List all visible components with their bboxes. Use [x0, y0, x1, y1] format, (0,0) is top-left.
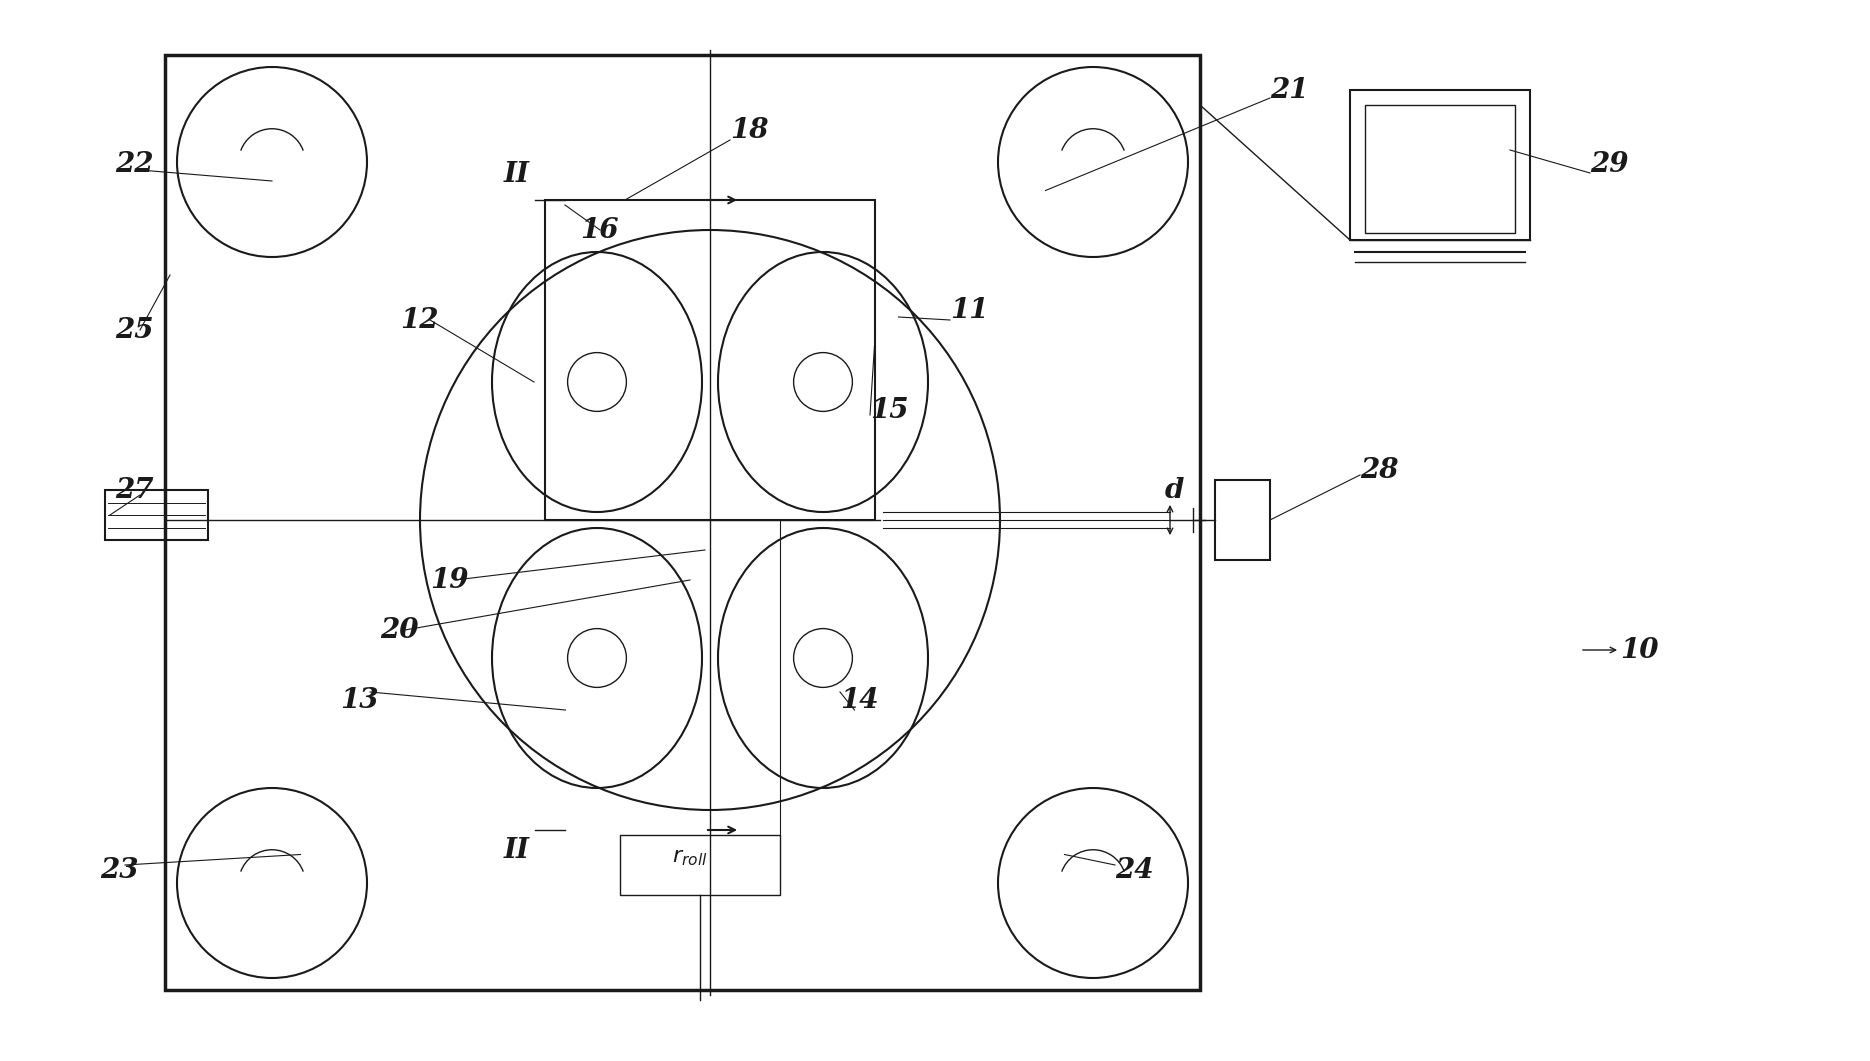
Text: II: II	[505, 161, 529, 189]
Text: 13: 13	[340, 686, 378, 713]
Text: 18: 18	[729, 117, 769, 143]
Text: 14: 14	[840, 686, 879, 713]
Text: 16: 16	[580, 216, 619, 244]
Text: 25: 25	[114, 316, 153, 344]
Text: 10: 10	[1619, 637, 1659, 663]
Text: 21: 21	[1270, 76, 1309, 104]
Text: 15: 15	[870, 397, 909, 423]
Text: 12: 12	[400, 307, 438, 333]
Text: 11: 11	[950, 296, 989, 324]
Text: d: d	[1165, 476, 1184, 504]
Text: 23: 23	[99, 856, 138, 884]
Text: $r_{roll}$: $r_{roll}$	[671, 846, 709, 868]
Text: 27: 27	[114, 476, 153, 504]
Text: 29: 29	[1590, 152, 1629, 178]
Text: II: II	[505, 836, 529, 864]
Text: 19: 19	[430, 567, 469, 593]
Text: 20: 20	[380, 616, 419, 644]
Text: 24: 24	[1115, 856, 1154, 884]
Text: 22: 22	[114, 152, 153, 178]
Text: 28: 28	[1359, 456, 1399, 484]
